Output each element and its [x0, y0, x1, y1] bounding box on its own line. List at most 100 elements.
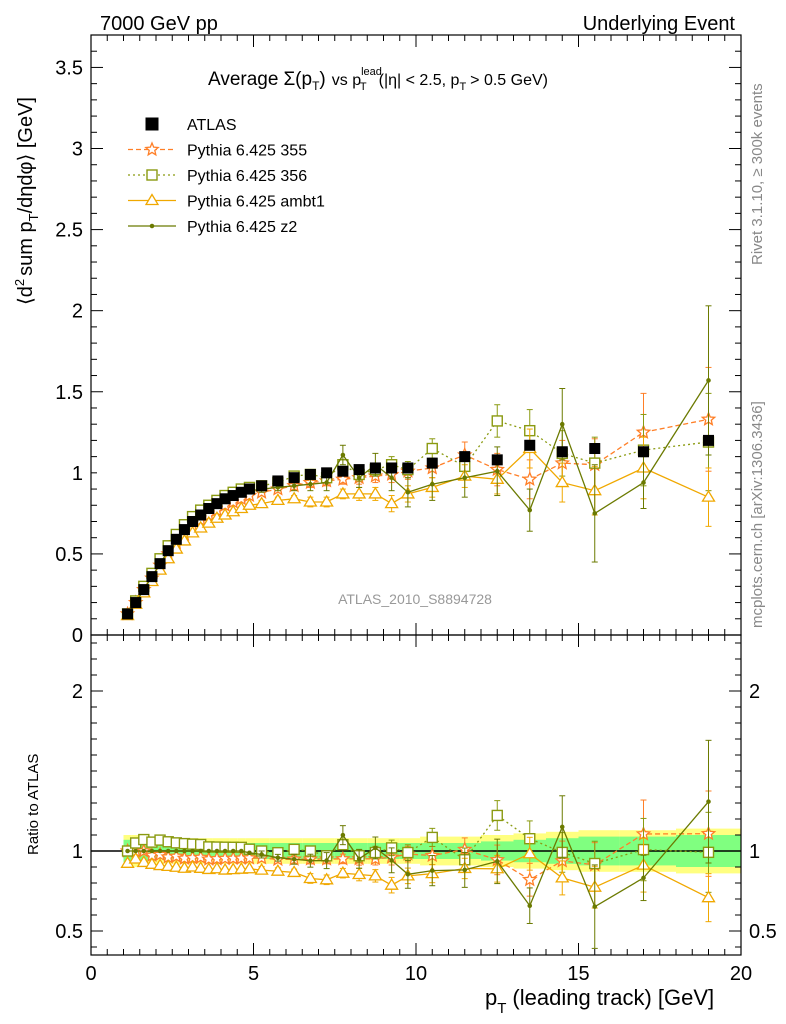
- atlas-point: [272, 475, 284, 487]
- series-3-ratio-point: [136, 855, 151, 868]
- series-4-point: [494, 468, 500, 474]
- series-2-point: [426, 442, 438, 455]
- x-tick-label: 5: [248, 963, 259, 985]
- series-3-point: [254, 496, 269, 509]
- y-tick-label: 0.5: [55, 544, 83, 566]
- series-4-point: [291, 483, 297, 489]
- legend-marker: [144, 141, 160, 157]
- legend-label: Pythia 6.425 356: [187, 168, 307, 185]
- legend-marker: [146, 169, 158, 181]
- atlas-point: [288, 472, 300, 484]
- series-2-ratio-point: [426, 831, 438, 844]
- atlas-point: [162, 545, 174, 557]
- ratio-y-tick-label: 1: [72, 841, 83, 863]
- ratio-y-tick-label-right: 2: [749, 681, 760, 703]
- y-axis-label: ⟨d2sum pT/dηdφ⟩ [GeV]: [12, 97, 41, 305]
- legend-marker: [149, 223, 155, 229]
- x-tick-label: 20: [730, 963, 752, 985]
- series-4-point: [340, 452, 346, 458]
- series-3-ratio-point: [522, 846, 537, 859]
- series-4-ratio-point: [429, 868, 435, 873]
- y-tick-label: 1: [72, 463, 83, 485]
- atlas-point: [459, 451, 471, 463]
- series-3-ratio-point: [242, 861, 257, 874]
- series-4-ratio-point: [222, 848, 228, 854]
- series-3-ratio-point: [169, 860, 184, 872]
- series-4-ratio-point: [165, 848, 171, 854]
- series-3-point: [319, 494, 334, 507]
- series-3-ratio-point: [555, 870, 570, 883]
- legend-label: Pythia 6.425 ambt1: [187, 194, 325, 211]
- header-left: 7000 GeV pp: [100, 13, 218, 35]
- series-4-ratio-point: [239, 848, 244, 854]
- series-4-ratio-point: [462, 867, 468, 873]
- y-tick-label: 0: [72, 625, 83, 647]
- atlas-point: [426, 457, 438, 469]
- series-3-point: [335, 486, 351, 499]
- series-1-ratio-point: [521, 871, 538, 887]
- series-3-ratio-point: [193, 861, 208, 873]
- series-4-ratio-point: [340, 832, 346, 838]
- series-3-ratio-point: [128, 851, 143, 864]
- series-4-point: [324, 480, 329, 485]
- series-4-ratio-point: [182, 848, 187, 854]
- atlas-point: [187, 515, 199, 527]
- series-3-ratio-point: [368, 868, 383, 881]
- series-3-point: [242, 498, 257, 510]
- legend-marker: [145, 117, 159, 131]
- series-3-point: [351, 486, 367, 499]
- series-3-ratio-point: [185, 859, 200, 872]
- y-tick-label: 1.5: [55, 382, 83, 404]
- series-1-line: [127, 418, 709, 615]
- series-4-point: [429, 481, 435, 487]
- series-4-point: [592, 511, 598, 516]
- series-3-ratio-point: [384, 877, 399, 890]
- atlas-point: [337, 465, 349, 477]
- y-tick-label: 3: [72, 139, 83, 161]
- series-3-ratio-point: [701, 890, 716, 903]
- series-4-ratio-point: [373, 845, 378, 851]
- series-4-ratio-line: [127, 801, 709, 908]
- x-tick-label: 10: [405, 963, 427, 985]
- series-3-ratio-point: [144, 857, 160, 869]
- series-3-ratio-point: [209, 861, 225, 874]
- atlas-point: [256, 480, 268, 492]
- series-4-point: [308, 481, 313, 487]
- series-4-ratio-point: [230, 848, 236, 854]
- atlas-point: [243, 483, 255, 495]
- series-4-ratio-point: [291, 856, 297, 862]
- series-3-point: [368, 486, 383, 499]
- series-4-ratio-point: [527, 903, 533, 909]
- atlas-point: [138, 584, 150, 596]
- atlas-point: [638, 446, 649, 458]
- atlas-point: [170, 533, 182, 545]
- series-3-point: [270, 493, 286, 506]
- series-4-point: [356, 475, 362, 481]
- header-right: Underlying Event: [583, 13, 736, 35]
- atlas-point: [353, 464, 365, 476]
- atlas-point: [304, 468, 316, 480]
- legend-label: Pythia 6.425 355: [187, 143, 307, 160]
- series-2-ratio-point: [491, 809, 503, 822]
- series-4-ratio-point: [125, 848, 130, 854]
- atlas-point: [178, 524, 190, 536]
- series-4-ratio-point: [405, 872, 411, 877]
- series-4-ratio-point: [592, 904, 598, 909]
- series-4-ratio-point: [247, 850, 252, 856]
- series-2-ratio-line: [127, 814, 709, 865]
- atlas-point: [321, 467, 333, 479]
- series-3-point: [701, 489, 716, 502]
- series-4-ratio-point: [356, 856, 362, 862]
- series-1-ratio-line: [127, 833, 709, 881]
- series-3-ratio-point: [335, 865, 351, 878]
- series-4-point: [559, 421, 565, 427]
- series-1-ratio-point: [192, 849, 209, 865]
- x-tick-label: 0: [85, 963, 96, 985]
- series-4-ratio-point: [641, 875, 646, 881]
- series-3-ratio-point: [303, 871, 318, 884]
- series-4-ratio-point: [133, 848, 138, 854]
- series-4-point: [706, 378, 711, 383]
- atlas-point: [386, 462, 398, 474]
- series-3-point: [384, 496, 399, 509]
- series-4-line: [127, 380, 710, 615]
